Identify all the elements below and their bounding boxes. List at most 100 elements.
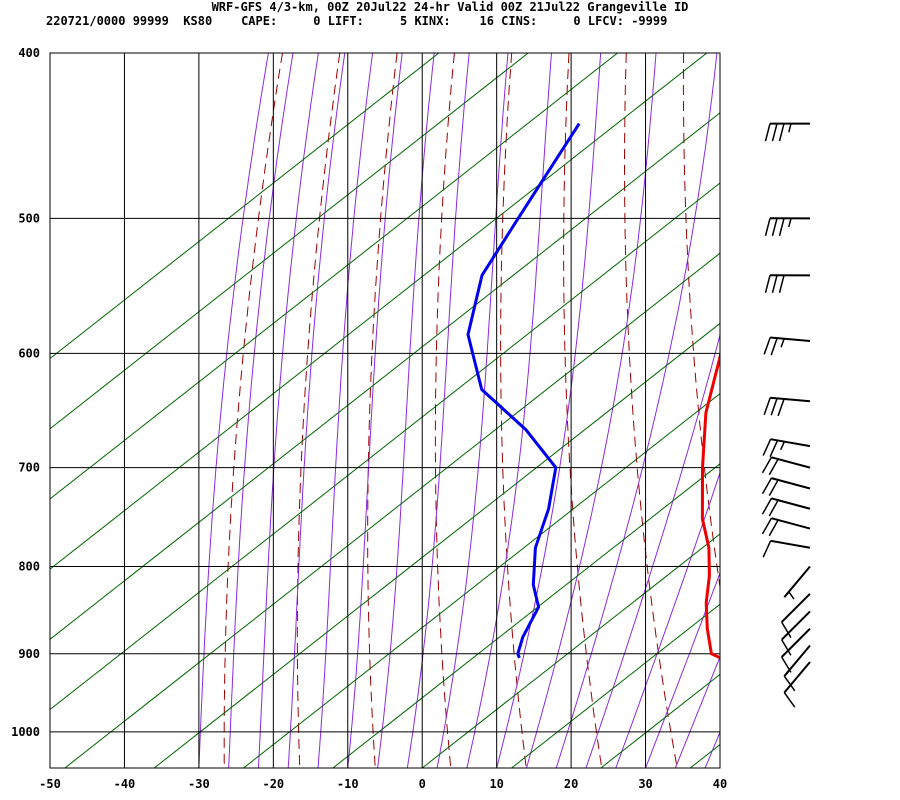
- dry-adiabat-line: [223, 53, 283, 768]
- wind-barb: [764, 122, 811, 142]
- dry-adiabat-line: [856, 53, 900, 768]
- sounding-info-line: 220721/0000 99999 KS80 CAPE: 0 LIFT: 5 K…: [46, 14, 668, 28]
- wind-barb-feather: [762, 540, 772, 558]
- wind-barb-feather: [761, 477, 773, 495]
- x-tick-label: -10: [337, 777, 359, 791]
- plot-frame: [49, 52, 721, 769]
- sounding-traces: [466, 122, 720, 660]
- x-tick-label: -30: [188, 777, 210, 791]
- x-tick-label: 40: [713, 777, 727, 791]
- wind-barb: [761, 477, 811, 496]
- y-tick-label: 700: [18, 461, 40, 475]
- y-tick-label: 900: [18, 647, 40, 661]
- dry-adiabat-line: [798, 53, 900, 768]
- mixing-ratio-line: [332, 463, 720, 768]
- x-tick-label: 10: [489, 777, 503, 791]
- wind-barb-feather: [771, 275, 778, 293]
- wind-barb-feather: [770, 337, 778, 356]
- mixing-ratio-line: [869, 53, 900, 768]
- moist-adiabat-line: [674, 655, 720, 768]
- x-tick-label: 0: [419, 777, 426, 791]
- dry-adiabat-line: [367, 53, 398, 768]
- wind-barb: [761, 456, 811, 476]
- x-tick-label: -20: [262, 777, 284, 791]
- wind-barb-feather: [777, 398, 785, 417]
- moist-adiabat-line: [555, 53, 718, 768]
- wind-barb-feather: [778, 275, 785, 293]
- moist-adiabat-line: [198, 53, 269, 768]
- wind-barb: [764, 274, 811, 293]
- wind-barb: [762, 438, 811, 458]
- wind-barb-feather: [770, 398, 778, 416]
- wind-barb: [761, 497, 811, 517]
- wind-barb: [764, 217, 811, 236]
- y-tick-label: 600: [18, 346, 40, 360]
- wind-barb-feather: [768, 499, 779, 517]
- wind-barb: [783, 565, 811, 600]
- moist-adiabat-line: [525, 53, 657, 768]
- wind-barb-staff: [780, 627, 811, 658]
- wind-barb-feather: [771, 123, 778, 142]
- wind-barb-half-feather: [788, 218, 792, 228]
- mixing-ratio-line: [153, 322, 720, 768]
- x-tick-label: -50: [39, 777, 61, 791]
- axis-tick-labels: -50 -40 -30 -20 -10 0 10 20 30 40 400 500 600 700 800 9…: [11, 46, 727, 791]
- mixing-ratio-line: [511, 603, 720, 768]
- temperature-trace: [700, 350, 720, 660]
- moist-adiabat-line: [615, 471, 720, 768]
- dry-adiabat-line: [434, 53, 455, 768]
- wind-barb-feather: [768, 519, 779, 537]
- y-tick-label: 800: [18, 560, 40, 574]
- wind-barb-feather: [771, 218, 778, 236]
- wind-barb: [780, 593, 811, 638]
- wind-barb: [763, 396, 811, 417]
- chart-title: WRF-GFS 4/3-km, 00Z 20Jul22 24-hr Valid …: [211, 0, 689, 14]
- wind-barb-feather: [783, 675, 796, 692]
- moist-adiabat-line: [287, 53, 346, 768]
- wind-barb-staff: [783, 565, 811, 598]
- wind-barb-staff: [771, 456, 811, 469]
- wind-barb-staff: [771, 477, 811, 490]
- wind-barb-staff: [771, 497, 811, 510]
- moist-adiabat-line: [347, 53, 403, 768]
- moist-adiabat-line: [645, 571, 720, 768]
- wind-barb-half-feather: [780, 338, 785, 348]
- wind-barb-feather: [764, 123, 771, 142]
- y-tick-label: 400: [18, 46, 40, 60]
- wind-barb-half-feather: [780, 441, 786, 451]
- wind-barb-feather: [768, 479, 779, 496]
- grid-lines: [50, 53, 720, 768]
- wind-barb-feather: [761, 498, 773, 515]
- dry-adiabat-line: [624, 53, 678, 768]
- moist-adiabat-line: [228, 53, 294, 768]
- moist-adiabat-line: [317, 53, 374, 768]
- mixing-ratio-line: [50, 53, 440, 360]
- wind-barb: [761, 517, 811, 537]
- moist-adiabat-line: [496, 53, 602, 768]
- moist-adiabat-line: [466, 53, 552, 768]
- mixing-ratio-line: [243, 392, 720, 768]
- wind-barb-feather: [761, 456, 773, 474]
- wind-barb-feather: [778, 123, 785, 142]
- dry-adiabat-line: [296, 53, 341, 768]
- dry-adiabat-line: [682, 53, 720, 590]
- wind-barb-feather: [781, 639, 792, 656]
- wind-barb-staff: [783, 661, 811, 694]
- wind-barb: [783, 644, 811, 692]
- wind-barb: [783, 661, 811, 708]
- mixing-ratio-line: [50, 53, 529, 430]
- wind-barb-staff: [780, 593, 811, 623]
- wind-barb-feather: [764, 275, 771, 293]
- wind-barb-feather: [763, 397, 771, 415]
- mixing-ratio-line: [50, 53, 708, 570]
- background-lines: [50, 53, 900, 768]
- wind-barb-half-feather: [788, 591, 795, 600]
- y-tick-label: 1000: [11, 725, 40, 739]
- wind-barb-staff: [780, 610, 811, 641]
- mixing-ratio-line: [689, 743, 720, 768]
- wind-barb: [762, 539, 811, 558]
- wind-barb-staff: [770, 539, 811, 549]
- moist-adiabat-line: [406, 53, 470, 768]
- moist-adiabat-line: [585, 333, 720, 768]
- moist-adiabat-line: [377, 53, 435, 768]
